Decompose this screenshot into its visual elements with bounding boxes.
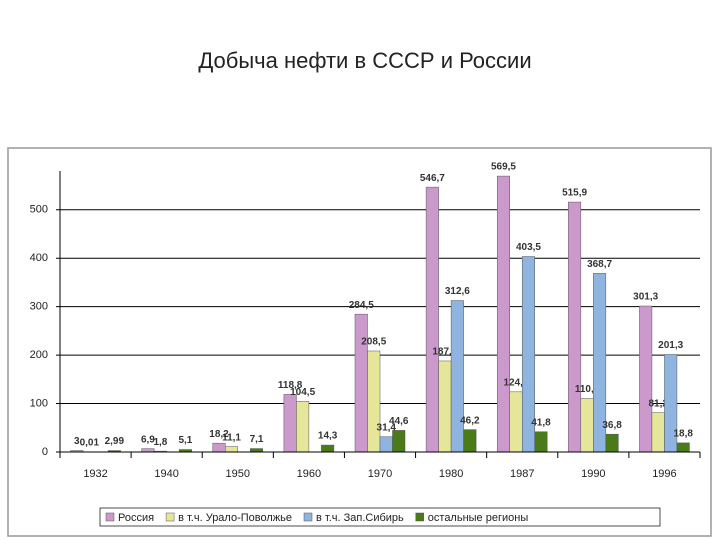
bar [676, 442, 690, 453]
y-tick-label: 400 [30, 252, 48, 264]
bar [450, 300, 464, 453]
value-label: 11,1 [222, 432, 241, 443]
value-label: 284,5 [349, 300, 374, 311]
value-label: 312,6 [445, 286, 470, 297]
value-label: 2,99 [105, 436, 125, 447]
bar [651, 412, 665, 453]
bar [141, 448, 155, 453]
bar [425, 186, 439, 453]
bar [225, 446, 239, 453]
x-tick-label: 1970 [368, 468, 392, 480]
bar [534, 431, 548, 453]
value-label: 569,5 [491, 162, 516, 173]
bar [283, 394, 297, 453]
bar [509, 391, 523, 453]
value-label: 31,4 [377, 422, 397, 433]
y-tick-label: 0 [42, 446, 48, 458]
value-label: 104,5 [290, 387, 315, 398]
bar [438, 360, 452, 453]
value-label: 41,8 [531, 417, 551, 428]
value-label: 5,1 [178, 435, 192, 446]
x-tick-label: 1987 [510, 468, 534, 480]
value-label: 546,7 [420, 173, 445, 184]
bar [296, 401, 310, 453]
value-label: 118,8 [278, 380, 303, 391]
value-label: 403,5 [516, 242, 541, 253]
x-tick-label: 1950 [226, 468, 250, 480]
value-label: 110,4 [575, 384, 600, 395]
y-tick-label: 200 [30, 349, 48, 361]
legend-swatch [415, 512, 425, 522]
chart-frame [7, 147, 712, 537]
chart-title: Добыча нефти в СССР и России [198, 48, 531, 73]
value-label: 7,1 [250, 434, 264, 445]
bar [568, 201, 582, 453]
bar [212, 442, 226, 453]
value-label: 368,7 [587, 259, 612, 270]
bar [392, 430, 406, 453]
legend-swatch [303, 512, 313, 522]
bar [605, 433, 619, 453]
x-tick-label: 1996 [652, 468, 676, 480]
value-label: 208,5 [361, 337, 386, 348]
bar [463, 429, 477, 453]
x-tick-label: 1940 [154, 468, 178, 480]
y-tick-label: 300 [30, 301, 48, 313]
legend-label: в т.ч. Урало-Поволжье [178, 512, 292, 524]
value-label: 36,8 [602, 420, 622, 431]
value-label: 124,2 [503, 377, 528, 388]
value-label: 187,9 [432, 347, 457, 358]
value-label: 46,2 [460, 415, 480, 426]
bar [250, 448, 264, 453]
value-label: 3 [74, 436, 80, 447]
bar [379, 436, 393, 453]
value-label: 201,3 [658, 340, 683, 351]
bar [580, 398, 594, 453]
legend-box [99, 507, 661, 527]
legend-label: Россия [118, 512, 154, 524]
legend-label: остальные регионы [428, 512, 529, 524]
bar [367, 350, 381, 453]
value-label: 1,8 [153, 437, 167, 448]
x-tick-label: 1980 [439, 468, 463, 480]
x-tick-label: 1960 [297, 468, 321, 480]
value-label: 6,9 [141, 434, 155, 445]
bar [639, 305, 653, 453]
y-tick-label: 100 [30, 397, 48, 409]
y-tick-label: 500 [30, 204, 48, 216]
legend-swatch [165, 512, 175, 522]
value-label: 18,2 [209, 429, 229, 440]
x-tick-label: 1932 [83, 468, 107, 480]
value-label: 301,3 [633, 292, 658, 303]
value-label: 14,3 [318, 431, 338, 442]
legend-swatch [105, 512, 115, 522]
legend-label: в т.ч. Зап.Сибирь [316, 512, 404, 524]
bar [321, 444, 335, 453]
bar [354, 313, 368, 453]
value-label: 81,2 [648, 398, 668, 409]
value-label: 0,01 [80, 438, 100, 449]
value-label: 18,8 [673, 429, 693, 440]
x-tick-label: 1990 [581, 468, 605, 480]
bar [496, 175, 510, 453]
value-label: 515,9 [562, 188, 587, 199]
value-label: 44,6 [389, 416, 409, 427]
